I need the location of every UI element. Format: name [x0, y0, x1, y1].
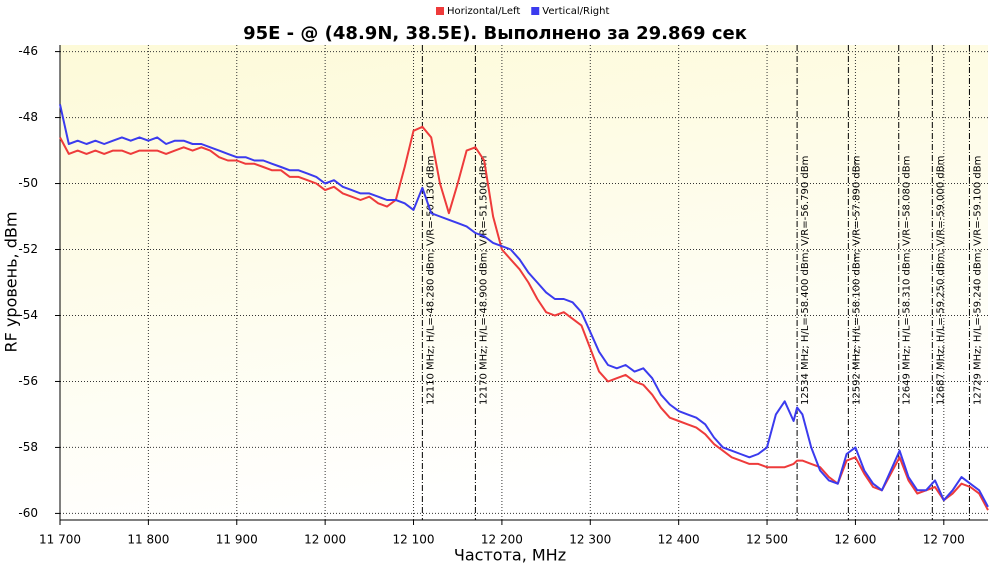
x-tick-label: 12 500 — [746, 533, 788, 547]
chart-title: 95E - @ (48.9N, 38.5E). Выполнено за 29.… — [243, 23, 747, 44]
x-tick-label: 11 700 — [39, 533, 81, 547]
legend-swatch — [531, 7, 540, 15]
x-tick-label: 12 300 — [569, 533, 611, 547]
legend-label: Vertical/Right — [542, 6, 609, 17]
marker-label: 12687 MHz; H/L=-59.250 dBm; V/R=-59.000 … — [935, 156, 946, 405]
series-line — [59, 104, 989, 508]
y-tick-label: -58 — [18, 440, 38, 454]
x-tick-label: 11 800 — [127, 533, 169, 547]
marker-label: 12649 MHz; H/L=-58.310 dBm; V/R=-58.080 … — [902, 156, 913, 405]
y-tick-label: -60 — [18, 506, 38, 520]
y-tick-label: -46 — [18, 44, 38, 58]
marker-label: 12170 MHz; H/L=-48.900 dBm; V/R=-51.500 … — [478, 156, 489, 405]
x-tick-label: 12 200 — [481, 533, 523, 547]
marker-label: 12534 MHz; H/L=-58.400 dBm; V/R=-56.790 … — [800, 156, 811, 405]
x-tick-label: 11 900 — [216, 533, 258, 547]
plot-area — [60, 45, 988, 520]
x-tick-label: 12 000 — [304, 533, 346, 547]
y-tick-label: -56 — [18, 374, 38, 388]
y-tick-label: -50 — [18, 176, 38, 190]
marker-label: 12729 MHz; H/L=-59.240 dBm; V/R=-59.100 … — [972, 156, 983, 405]
x-axis-label: Частота, MHz — [454, 546, 566, 565]
legend: Horizontal/Left Vertical/Right — [436, 6, 609, 17]
marker-label: 12110 MHz; H/L=-48.280 dBm; V/R=-50.130 … — [425, 156, 436, 405]
y-axis-label: RF уровень, dBm — [2, 212, 21, 353]
x-tick-label: 12 600 — [834, 533, 876, 547]
legend-label: Horizontal/Left — [447, 6, 520, 17]
y-tick-label: -48 — [18, 110, 38, 124]
y-tick-label: -54 — [18, 308, 38, 322]
y-tick-label: -52 — [18, 242, 38, 256]
legend-swatch — [436, 7, 444, 15]
series-line — [59, 125, 989, 511]
x-tick-label: 12 700 — [923, 533, 965, 547]
marker-label: 12592 MHz; H/L=-58.100 dBm; V/R=-57.890 … — [851, 156, 862, 405]
x-tick-label: 12 100 — [393, 533, 435, 547]
x-tick-label: 12 400 — [658, 533, 700, 547]
